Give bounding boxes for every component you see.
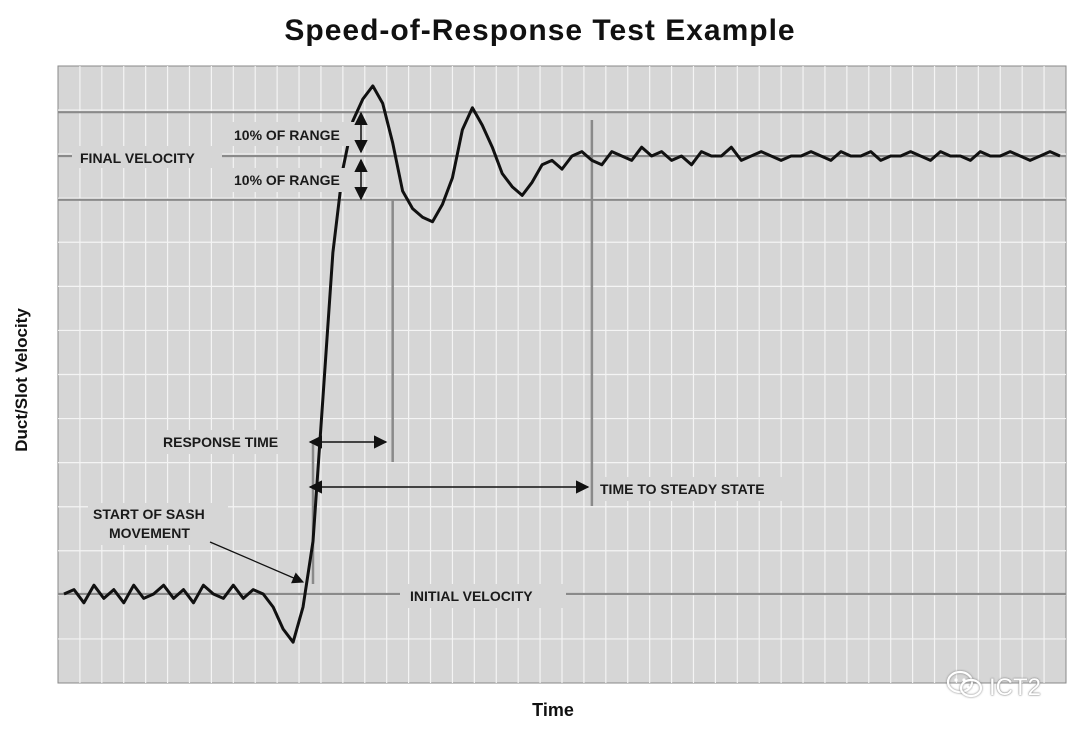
response-time-label: RESPONSE TIME [163, 434, 278, 450]
velocity-series-line [63, 84, 1061, 644]
timing-markers [311, 120, 594, 584]
sash-label-bg [88, 503, 228, 545]
tolerance-upper-label-bg [228, 122, 356, 146]
sash-arrow [209, 541, 305, 584]
response-time-label-bg [158, 430, 298, 454]
sash-label-line2: MOVEMENT [109, 525, 190, 541]
tolerance-lower-label: 10% OF RANGE [234, 172, 340, 188]
steady-state-label-bg [596, 477, 796, 501]
final-velocity-label: FINAL VELOCITY [80, 150, 196, 166]
watermark-text: ICT2 [989, 673, 1042, 701]
gridlines [58, 66, 1066, 683]
initial-velocity-label: INITIAL VELOCITY [410, 588, 533, 604]
initial-velocity-label-bg [400, 584, 566, 608]
sash-label-line1: START OF SASH [93, 506, 205, 522]
watermark: ICT2 [945, 669, 1041, 706]
steady-state-label: TIME TO STEADY STATE [600, 481, 765, 497]
tolerance-upper-label: 10% OF RANGE [234, 127, 340, 143]
final-velocity-label-bg [72, 146, 222, 168]
chart-title: Speed-of-Response Test Example [284, 14, 796, 47]
tolerance-lower-label-bg [228, 168, 356, 192]
wechat-icon [945, 669, 985, 706]
x-axis-label: Time [532, 700, 574, 720]
